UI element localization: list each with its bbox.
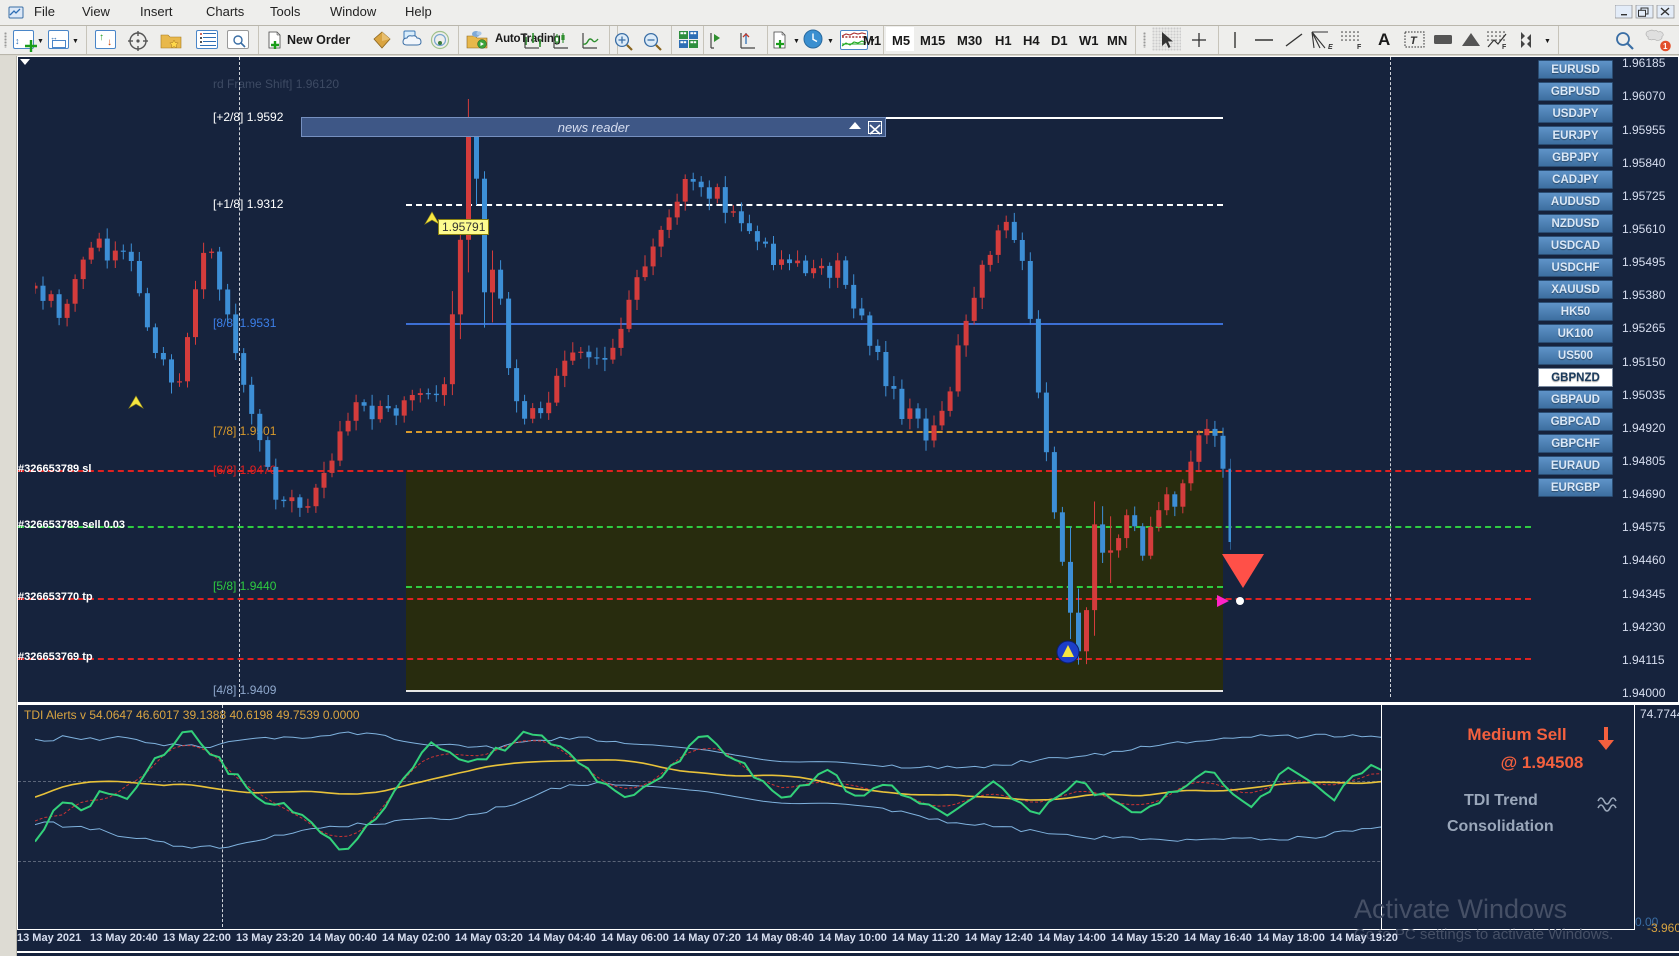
svg-text:1: 1 bbox=[1663, 42, 1668, 51]
svg-text:F: F bbox=[1502, 44, 1507, 50]
svg-text:E: E bbox=[1328, 44, 1333, 50]
svg-text:F: F bbox=[1357, 44, 1362, 50]
svg-text:T: T bbox=[1410, 35, 1418, 47]
